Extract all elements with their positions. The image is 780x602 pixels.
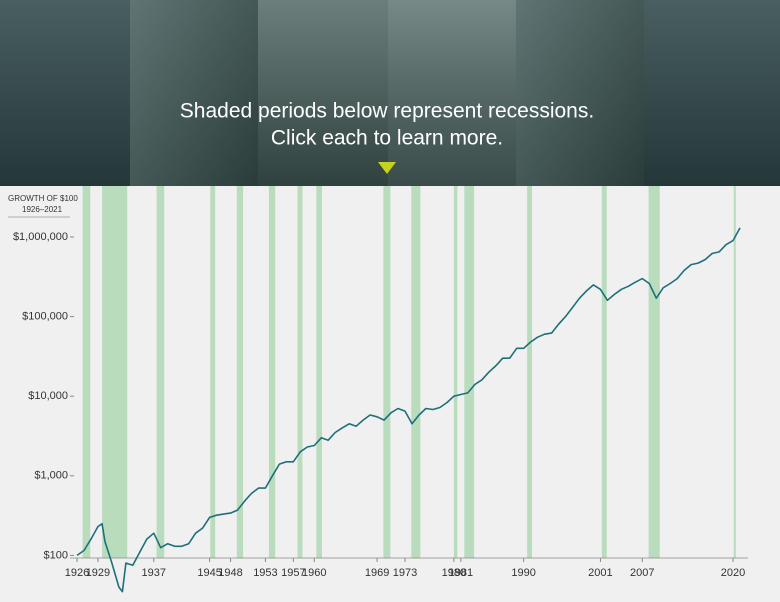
instruction-line: Shaded periods below represent recession… <box>180 100 594 123</box>
recession-band[interactable] <box>236 186 244 558</box>
growth-line <box>76 227 741 593</box>
x-tick-label: 2007 <box>630 567 654 579</box>
x-tick-label: 1957 <box>281 567 305 579</box>
y-tick-label: $1,000 <box>34 470 68 482</box>
y-tick-label: $100,000 <box>22 310 68 322</box>
recession-band[interactable] <box>316 186 322 558</box>
x-tick-label: 1926 <box>65 567 89 579</box>
x-tick-label: 1953 <box>253 567 277 579</box>
y-axis-title: GROWTH OF $100 <box>8 194 78 203</box>
y-tick-label: $1,000,000 <box>13 231 68 243</box>
recession-band[interactable] <box>102 186 128 558</box>
instruction-line: Click each to learn more. <box>271 127 503 150</box>
x-tick-label: 1973 <box>393 567 417 579</box>
x-tick-label: 1990 <box>511 567 535 579</box>
x-tick-label: 1929 <box>86 567 110 579</box>
x-tick-label: 1981 <box>449 567 473 579</box>
recession-band[interactable] <box>82 186 91 558</box>
plot: $100$1,000$10,000$100,000$1,000,00019261… <box>13 186 748 593</box>
recession-band[interactable] <box>733 186 736 558</box>
pointer-arrow <box>378 162 396 174</box>
recession-band[interactable] <box>268 186 276 558</box>
x-tick-label: 1948 <box>218 567 242 579</box>
recession-band[interactable] <box>601 186 607 558</box>
recession-band[interactable] <box>297 186 303 558</box>
x-tick-label: 1937 <box>142 567 166 579</box>
recession-band[interactable] <box>383 186 391 558</box>
recession-band[interactable] <box>453 186 458 558</box>
recession-band[interactable] <box>527 186 533 558</box>
y-tick-label: $100 <box>44 549 68 561</box>
y-tick-label: $10,000 <box>28 390 68 402</box>
x-tick-label: 1960 <box>302 567 326 579</box>
recession-band[interactable] <box>648 186 660 558</box>
recession-band[interactable] <box>210 186 216 558</box>
recession-band[interactable] <box>464 186 475 558</box>
x-tick-label: 2020 <box>721 567 745 579</box>
x-tick-label: 1945 <box>197 567 221 579</box>
x-tick-label: 1980 <box>442 567 466 579</box>
photo-banner <box>0 0 780 186</box>
y-axis-subtitle: 1926–2021 <box>22 205 63 214</box>
recession-band[interactable] <box>156 186 165 558</box>
recession-band[interactable] <box>411 186 421 558</box>
x-tick-label: 1969 <box>365 567 389 579</box>
x-tick-label: 2001 <box>588 567 612 579</box>
